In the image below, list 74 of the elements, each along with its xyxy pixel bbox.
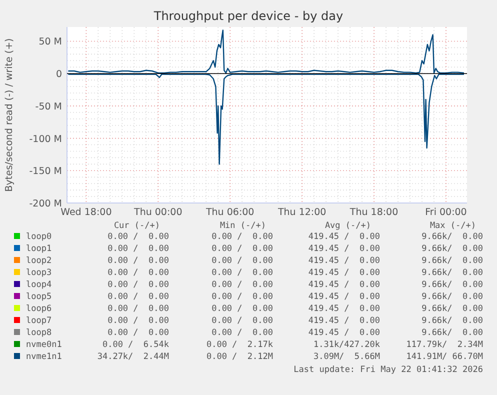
legend-label: loop8	[26, 328, 52, 338]
text: 419.45 / 0.00	[308, 268, 380, 278]
text: 0.00 / 0.00	[108, 244, 169, 254]
text: 419.45 / 0.00	[308, 304, 380, 314]
text: 0.00 / 0.00	[108, 232, 169, 242]
text: 0.00 / 0.00	[212, 292, 273, 302]
text: 3.09M/ 5.66M	[313, 352, 380, 362]
text: 9.66k/ 0.00	[422, 280, 483, 290]
text: 141.91M/ 66.70M	[406, 352, 483, 362]
text: 0.00 / 0.00	[212, 268, 273, 278]
text: 0.00 / 0.00	[108, 268, 169, 278]
text: 419.45 / 0.00	[308, 232, 380, 242]
text: 419.45 / 0.00	[308, 244, 380, 254]
text: 0.00 / 0.00	[212, 244, 273, 254]
text: Min (-/+)	[220, 221, 266, 231]
x-tick-label: Thu 18:00	[348, 207, 398, 218]
text: 34.27k/ 2.44M	[97, 352, 169, 362]
text: 0.00 / 0.00	[108, 280, 169, 290]
x-tick-label: Thu 12:00	[276, 207, 326, 218]
y-tick-label: -100 M	[29, 134, 62, 145]
text: 1.31k/427.20k	[313, 340, 380, 350]
x-tick-label: Fri 00:00	[425, 207, 467, 218]
text: 9.66k/ 0.00	[422, 328, 483, 338]
y-axis-title: Bytes/second read (-) / write (+)	[4, 38, 15, 192]
text: 0.00 / 0.00	[212, 328, 273, 338]
text: 117.79k/ 2.34M	[406, 340, 483, 350]
text: 419.45 / 0.00	[308, 328, 380, 338]
legend-label: loop7	[26, 316, 52, 326]
y-tick-label: -150 M	[29, 166, 62, 178]
text: 0.00 / 0.00	[212, 232, 273, 242]
text: 0.00 / 2.12M	[206, 352, 273, 362]
text: 0.00 / 0.00	[108, 328, 169, 338]
text: 9.66k/ 0.00	[422, 292, 483, 302]
text: 0.00 / 0.00	[108, 256, 169, 266]
y-tick-label: -200 M	[29, 198, 62, 210]
text: 0.00 / 0.00	[108, 316, 169, 326]
text: 9.66k/ 0.00	[422, 304, 483, 314]
text: 419.45 / 0.00	[308, 292, 380, 302]
text: Max (-/+)	[430, 221, 476, 231]
legend-label: loop6	[26, 304, 52, 314]
text: 9.66k/ 0.00	[422, 256, 483, 266]
text: 419.45 / 0.00	[308, 256, 380, 266]
legend-label: loop4	[26, 280, 52, 290]
legend-label: loop2	[26, 256, 52, 266]
text: 0.00 / 0.00	[212, 280, 273, 290]
legend-label: loop1	[26, 244, 52, 254]
text: 9.66k/ 0.00	[422, 316, 483, 326]
text: 419.45 / 0.00	[308, 316, 380, 326]
x-tick-label: Thu 06:00	[204, 207, 254, 218]
text: 9.66k/ 0.00	[422, 268, 483, 278]
text: 0.00 / 0.00	[212, 304, 273, 314]
text: 419.45 / 0.00	[308, 280, 380, 290]
text: Avg (-/+)	[324, 221, 371, 231]
text: Cur (-/+)	[114, 221, 160, 231]
text: 9.66k/ 0.00	[422, 232, 483, 242]
chart-title: Throughput per device - by day	[152, 9, 344, 23]
legend-label: loop3	[26, 268, 52, 278]
text: 9.66k/ 0.00	[422, 244, 483, 254]
text: 0.00 / 0.00	[108, 304, 169, 314]
text: 0.00 / 6.54k	[102, 340, 169, 350]
legend-label: loop0	[26, 232, 52, 242]
y-tick-label: -50 M	[35, 101, 62, 112]
legend-label: loop5	[26, 292, 52, 302]
legend-label: nvme0n1	[26, 340, 62, 350]
text: 0.00 / 0.00	[108, 292, 169, 302]
text: 0.00 / 2.17k	[206, 340, 273, 350]
y-tick-label: 50 M	[38, 36, 62, 48]
text: 0.00 / 0.00	[212, 256, 273, 266]
y-tick-label: 0	[56, 69, 62, 80]
legend-label: nvme1n1	[26, 352, 62, 362]
text: Last update: Fri May 22 01:41:32 2026	[294, 365, 483, 375]
text: 0.00 / 0.00	[212, 316, 273, 326]
x-tick-label: Wed 18:00	[60, 207, 112, 218]
x-tick-label: Thu 00:00	[133, 207, 182, 218]
